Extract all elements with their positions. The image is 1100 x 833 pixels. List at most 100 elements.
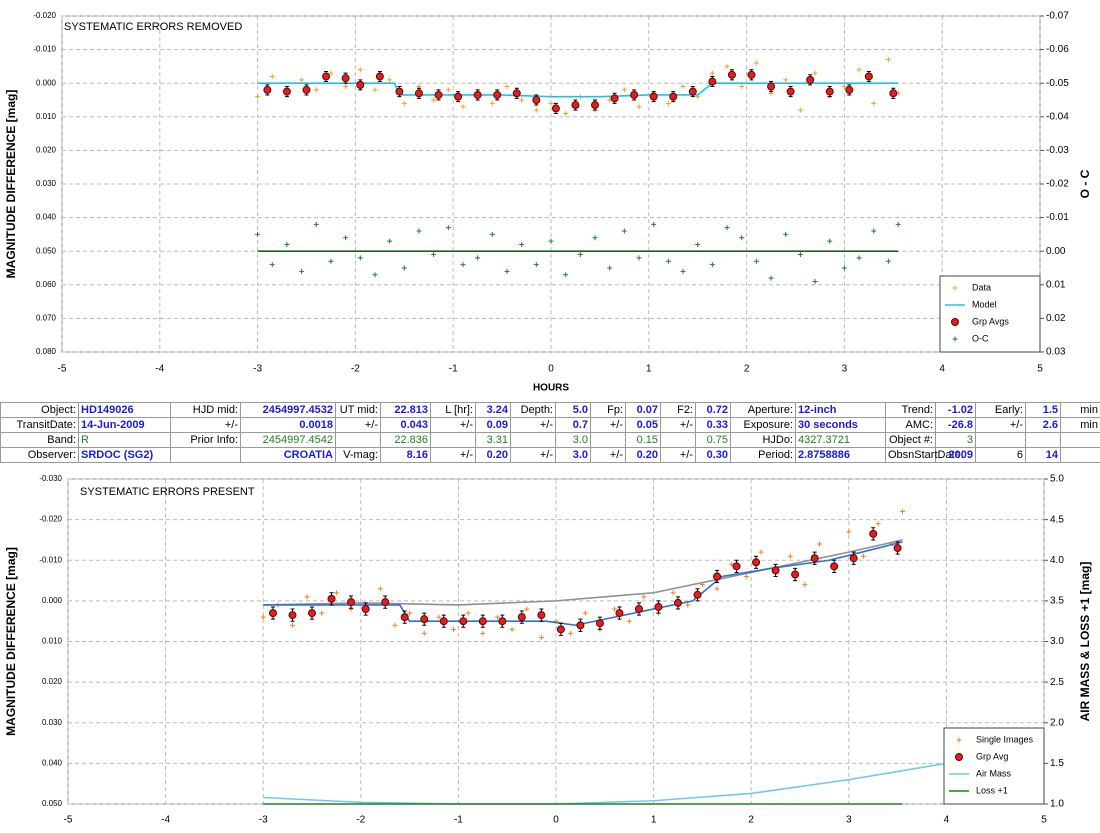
table-cell: L [hr]: xyxy=(430,402,476,418)
data-point xyxy=(387,238,393,244)
x-axis-label: HOURS xyxy=(533,383,569,394)
group-average xyxy=(649,92,658,101)
y2-tick-label: 1.0 xyxy=(1050,799,1064,810)
data-point xyxy=(626,618,632,624)
table-cell: UT mid: xyxy=(335,402,381,418)
y-tick-label: -0.010 xyxy=(33,45,56,54)
y2-tick-label: 0.03 xyxy=(1046,347,1066,358)
group-average xyxy=(889,89,898,98)
data-point xyxy=(289,622,295,628)
table-cell: 2.6 xyxy=(1025,417,1061,433)
group-average xyxy=(747,70,756,79)
table-cell: ObsnStartDate: xyxy=(885,447,964,463)
table-cell: Aperture: xyxy=(730,402,796,418)
table-cell: 6 xyxy=(975,447,1026,463)
table-cell: +/- xyxy=(430,417,476,433)
group-average xyxy=(493,90,502,99)
x-tick-label: -3 xyxy=(253,364,262,375)
data-point xyxy=(299,77,305,83)
table-cell: +/- xyxy=(170,417,241,433)
group-average xyxy=(576,621,585,630)
data-point xyxy=(475,255,481,261)
table-row: Object: HD149026 HJD mid: 2454997.4532 UT mi… xyxy=(0,402,1100,418)
group-average xyxy=(459,617,468,626)
group-average xyxy=(263,85,272,94)
group-average xyxy=(810,554,819,563)
table-cell: 1.5 xyxy=(1025,402,1061,418)
table-cell: HJDo: xyxy=(730,432,796,448)
data-point xyxy=(665,258,671,264)
data-point xyxy=(255,94,261,100)
group-average xyxy=(654,602,663,611)
data-point xyxy=(636,104,642,110)
table-cell: 0.20 xyxy=(475,447,511,463)
group-average xyxy=(282,87,291,96)
table-cell: R xyxy=(78,432,171,448)
group-average xyxy=(630,90,639,99)
y2-tick-label: 2.5 xyxy=(1050,677,1064,688)
data-point xyxy=(846,529,852,535)
data-point xyxy=(548,238,554,244)
table-cell: 0.7 xyxy=(555,417,591,433)
y-tick-label: -0.020 xyxy=(33,11,56,20)
group-average xyxy=(727,70,736,79)
legend-label: Grp Avgs xyxy=(972,316,1009,326)
x-tick-label: -5 xyxy=(58,364,67,375)
group-average xyxy=(439,617,448,626)
group-average xyxy=(688,87,697,96)
group-average xyxy=(634,605,643,613)
data-point xyxy=(651,221,657,227)
table-cell: 8.16 xyxy=(380,447,431,463)
table-cell: 5.0 xyxy=(555,402,591,418)
x-tick-label: 4 xyxy=(939,364,945,375)
table-cell: +/- xyxy=(430,447,476,463)
table-cell: Fp: xyxy=(590,402,626,418)
group-average xyxy=(302,85,311,94)
table-cell xyxy=(590,432,626,448)
group-average xyxy=(556,625,565,634)
table-cell: HD149026 xyxy=(78,402,171,418)
group-average xyxy=(400,613,409,622)
group-average xyxy=(571,101,580,110)
data-point xyxy=(568,630,574,636)
data-point xyxy=(753,258,759,264)
data-point xyxy=(695,241,701,247)
x-tick-label: -2 xyxy=(351,364,360,375)
y-tick-label: 0.000 xyxy=(36,78,57,87)
table-cell: 3.0 xyxy=(555,447,591,463)
table-cell: 2454997.4532 xyxy=(240,402,336,418)
group-average xyxy=(361,605,370,613)
group-average xyxy=(791,570,800,579)
data-point xyxy=(812,278,818,284)
data-point xyxy=(504,268,510,274)
data-point xyxy=(812,70,818,76)
data-point xyxy=(387,77,393,83)
data-point xyxy=(680,84,686,90)
y2-tick-label: 0.01 xyxy=(1046,279,1066,290)
x-tick-label: 1 xyxy=(651,815,657,826)
group-average xyxy=(375,72,384,81)
data-point xyxy=(421,630,427,636)
table-cell: +/- xyxy=(660,447,696,463)
group-average xyxy=(869,529,878,538)
series-line xyxy=(263,762,947,805)
data-point xyxy=(582,610,588,616)
y-tick-label: 0.010 xyxy=(36,112,57,121)
y-tick-label: -0.010 xyxy=(39,555,62,564)
series-line xyxy=(263,541,903,627)
group-average xyxy=(825,87,834,96)
data-point xyxy=(489,100,495,106)
fit-table: Object: HD149026 HJD mid: 2454997.4532 UT mi… xyxy=(0,402,1100,463)
data-point xyxy=(563,110,569,116)
data-point xyxy=(451,626,457,632)
data-point xyxy=(899,509,905,514)
data-point xyxy=(685,602,691,608)
data-point xyxy=(753,60,759,66)
group-average xyxy=(434,90,443,99)
table-cell: 14-Jun-2009 xyxy=(78,417,171,433)
data-point xyxy=(519,241,525,247)
group-average xyxy=(786,87,795,96)
table-cell xyxy=(1025,432,1061,448)
y-tick-label: 0.040 xyxy=(36,213,57,222)
annotation: SYSTEMATIC ERRORS PRESENT xyxy=(80,486,255,498)
